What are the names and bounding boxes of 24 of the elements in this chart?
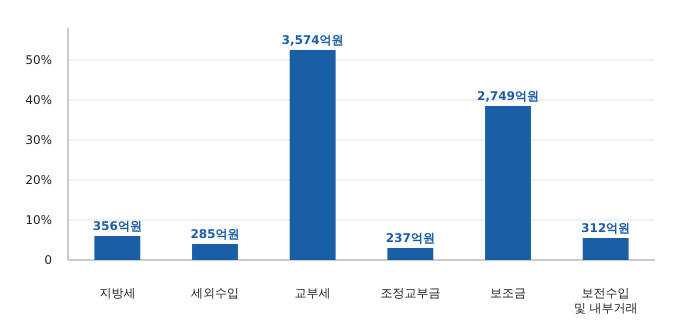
y-tick-label: 30% xyxy=(25,133,52,148)
x-tick-label: 세외수입 xyxy=(190,286,239,300)
x-tick-label: 보전수입 및 내부거래 xyxy=(574,286,638,315)
annotation: 285억원 xyxy=(190,227,240,241)
annotation: 237억원 xyxy=(386,231,435,245)
annotation: 312억원 xyxy=(581,221,630,235)
x-tick-label: 교부세 xyxy=(294,286,331,300)
x-tick-label: 보조금 xyxy=(490,286,526,300)
annotation: 356억원 xyxy=(92,219,142,233)
annotation: 2,749억원 xyxy=(477,89,539,103)
bar xyxy=(387,248,434,260)
bar xyxy=(192,244,238,260)
bar xyxy=(94,236,140,260)
x-tick-label: 조정교부금 xyxy=(380,286,440,300)
bar xyxy=(582,238,629,260)
y-tick-label: 40% xyxy=(25,93,52,108)
bar xyxy=(290,50,336,260)
y-tick-label: 10% xyxy=(25,213,52,228)
bar xyxy=(485,106,531,260)
y-tick-label: 50% xyxy=(25,53,52,68)
y-tick-label: 0 xyxy=(44,253,52,268)
y-tick-label: 20% xyxy=(25,173,52,188)
x-tick-label: 지방세 xyxy=(99,286,136,300)
annotation: 3,574억원 xyxy=(282,33,344,47)
